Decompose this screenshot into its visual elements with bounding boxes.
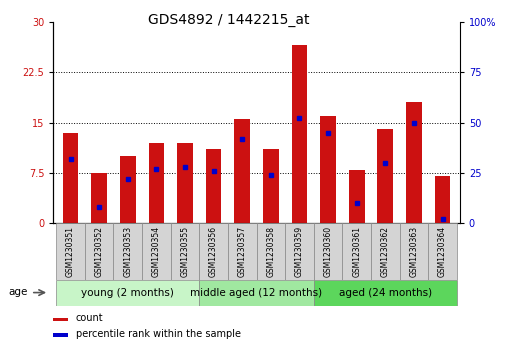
Bar xyxy=(206,150,221,223)
Bar xyxy=(320,116,336,223)
Text: GSM1230364: GSM1230364 xyxy=(438,226,447,277)
Text: middle aged (12 months): middle aged (12 months) xyxy=(190,287,323,298)
Bar xyxy=(148,143,164,223)
Bar xyxy=(263,150,279,223)
Text: aged (24 months): aged (24 months) xyxy=(339,287,432,298)
Bar xyxy=(113,223,142,280)
Text: GSM1230357: GSM1230357 xyxy=(238,226,247,277)
Text: GSM1230360: GSM1230360 xyxy=(324,226,333,277)
Text: GSM1230361: GSM1230361 xyxy=(352,226,361,277)
Bar xyxy=(177,143,193,223)
Bar xyxy=(257,223,285,280)
Text: age: age xyxy=(8,287,27,297)
Text: GSM1230363: GSM1230363 xyxy=(409,226,419,277)
Bar xyxy=(56,223,85,280)
Text: count: count xyxy=(76,313,103,323)
Bar xyxy=(400,223,428,280)
Bar xyxy=(53,334,68,337)
Bar xyxy=(314,280,457,306)
Bar xyxy=(285,223,314,280)
Bar xyxy=(435,176,451,223)
Text: GSM1230352: GSM1230352 xyxy=(94,226,104,277)
Bar xyxy=(349,170,365,223)
Bar xyxy=(62,132,78,223)
Bar xyxy=(199,280,314,306)
Bar xyxy=(56,280,199,306)
Bar xyxy=(85,223,113,280)
Bar xyxy=(53,318,68,321)
Text: GSM1230351: GSM1230351 xyxy=(66,226,75,277)
Bar xyxy=(377,129,393,223)
Bar xyxy=(428,223,457,280)
Text: GSM1230353: GSM1230353 xyxy=(123,226,132,277)
Bar xyxy=(199,223,228,280)
Text: GSM1230358: GSM1230358 xyxy=(266,226,275,277)
Text: GSM1230359: GSM1230359 xyxy=(295,226,304,277)
Bar xyxy=(371,223,400,280)
Bar xyxy=(91,173,107,223)
Text: young (2 months): young (2 months) xyxy=(81,287,174,298)
Text: GDS4892 / 1442215_at: GDS4892 / 1442215_at xyxy=(148,13,309,27)
Bar xyxy=(228,223,257,280)
Bar xyxy=(342,223,371,280)
Text: percentile rank within the sample: percentile rank within the sample xyxy=(76,329,241,339)
Bar xyxy=(406,102,422,223)
Bar xyxy=(142,223,171,280)
Bar xyxy=(120,156,136,223)
Bar xyxy=(292,45,307,223)
Bar xyxy=(234,119,250,223)
Bar xyxy=(171,223,199,280)
Text: GSM1230355: GSM1230355 xyxy=(180,226,189,277)
Text: GSM1230356: GSM1230356 xyxy=(209,226,218,277)
Text: GSM1230354: GSM1230354 xyxy=(152,226,161,277)
Bar xyxy=(314,223,342,280)
Text: GSM1230362: GSM1230362 xyxy=(381,226,390,277)
